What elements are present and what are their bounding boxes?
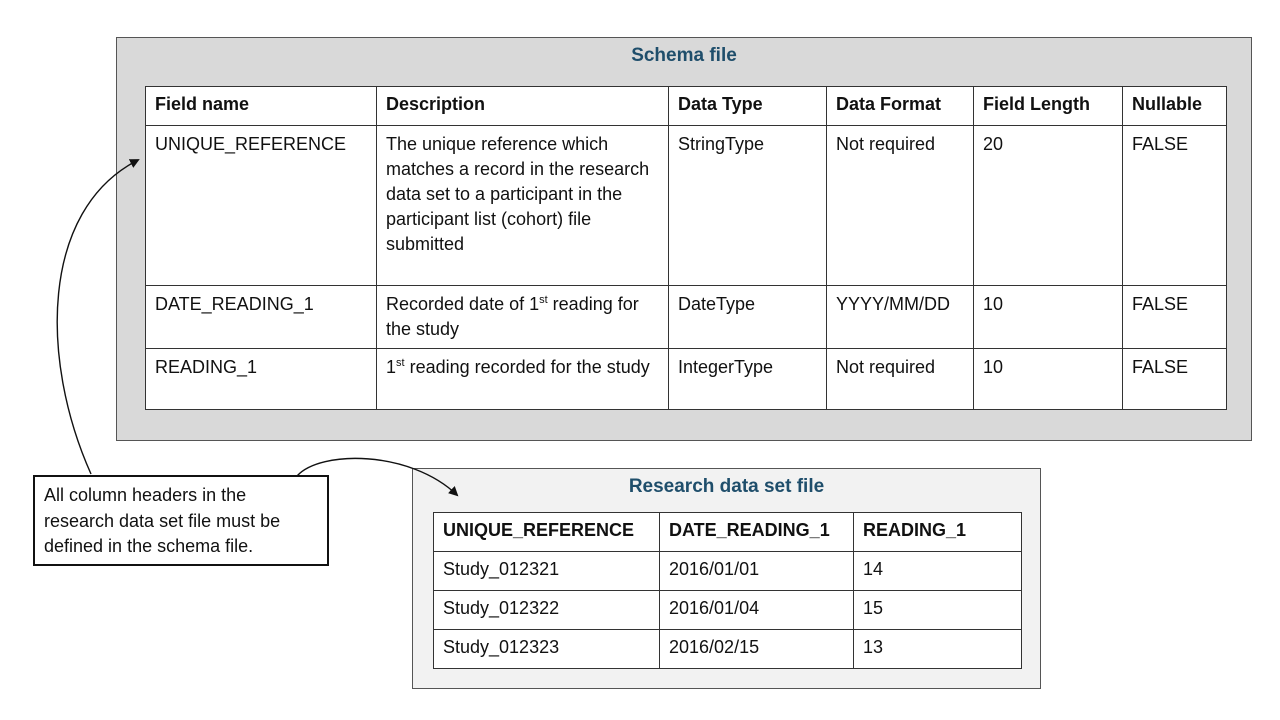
schema-file-panel: Schema file Field name Description Data … bbox=[116, 37, 1252, 441]
header-reading-1: READING_1 bbox=[853, 512, 1022, 552]
research-table: UNIQUE_REFERENCE DATE_READING_1 READING_… bbox=[433, 512, 1022, 669]
research-data-set-title: Research data set file bbox=[628, 476, 825, 497]
date-reading-cell: 2016/01/01 bbox=[659, 551, 854, 591]
research-header-row: UNIQUE_REFERENCE DATE_READING_1 READING_… bbox=[433, 512, 1022, 552]
field-name-cell: DATE_READING_1 bbox=[145, 285, 377, 349]
reading-cell: 13 bbox=[853, 629, 1022, 669]
schema-file-title: Schema file bbox=[631, 45, 737, 66]
header-unique-reference: UNIQUE_REFERENCE bbox=[433, 512, 660, 552]
field-length-cell: 10 bbox=[973, 348, 1123, 410]
description-text: reading for the study bbox=[386, 294, 639, 339]
data-format-cell: Not required bbox=[826, 125, 974, 286]
header-description: Description bbox=[376, 86, 669, 126]
schema-row: READING_1 1st reading recorded for the s… bbox=[145, 348, 1227, 410]
header-nullable: Nullable bbox=[1122, 86, 1227, 126]
data-type-cell: IntegerType bbox=[668, 348, 827, 410]
ordinal-suffix: st bbox=[396, 357, 405, 369]
description-cell: The unique reference which matches a rec… bbox=[376, 125, 669, 286]
field-name-cell: READING_1 bbox=[145, 348, 377, 410]
field-length-cell: 10 bbox=[973, 285, 1123, 349]
research-row: Study_012322 2016/01/04 15 bbox=[433, 590, 1022, 630]
unique-reference-cell: Study_012321 bbox=[433, 551, 660, 591]
description-text: reading recorded for the study bbox=[404, 357, 650, 377]
nullable-cell: FALSE bbox=[1122, 125, 1227, 286]
description-text: 1 bbox=[386, 357, 397, 377]
ordinal-suffix: st bbox=[539, 294, 548, 306]
unique-reference-cell: Study_012323 bbox=[433, 629, 660, 669]
annotation-text: All column headers in the research data … bbox=[44, 485, 281, 556]
nullable-cell: FALSE bbox=[1122, 285, 1227, 349]
date-reading-cell: 2016/01/04 bbox=[659, 590, 854, 630]
research-data-set-panel: Research data set file UNIQUE_REFERENCE … bbox=[412, 468, 1041, 689]
header-field-name: Field name bbox=[145, 86, 377, 126]
reading-cell: 14 bbox=[853, 551, 1022, 591]
description-text: Recorded date of 1 bbox=[386, 294, 540, 314]
header-date-reading-1: DATE_READING_1 bbox=[659, 512, 854, 552]
data-format-cell: YYYY/MM/DD bbox=[826, 285, 974, 349]
description-cell: 1st reading recorded for the study bbox=[376, 348, 669, 410]
annotation-callout: All column headers in the research data … bbox=[33, 475, 329, 566]
field-length-cell: 20 bbox=[973, 125, 1123, 286]
header-field-length: Field Length bbox=[973, 86, 1123, 126]
schema-row: UNIQUE_REFERENCE The unique reference wh… bbox=[145, 125, 1227, 286]
research-row: Study_012321 2016/01/01 14 bbox=[433, 551, 1022, 591]
date-reading-cell: 2016/02/15 bbox=[659, 629, 854, 669]
description-cell: Recorded date of 1st reading for the stu… bbox=[376, 285, 669, 349]
nullable-cell: FALSE bbox=[1122, 348, 1227, 410]
reading-cell: 15 bbox=[853, 590, 1022, 630]
unique-reference-cell: Study_012322 bbox=[433, 590, 660, 630]
field-name-cell: UNIQUE_REFERENCE bbox=[145, 125, 377, 286]
data-format-cell: Not required bbox=[826, 348, 974, 410]
schema-table: Field name Description Data Type Data Fo… bbox=[145, 86, 1227, 410]
header-data-format: Data Format bbox=[826, 86, 974, 126]
data-type-cell: StringType bbox=[668, 125, 827, 286]
schema-header-row: Field name Description Data Type Data Fo… bbox=[145, 86, 1227, 126]
research-row: Study_012323 2016/02/15 13 bbox=[433, 629, 1022, 669]
schema-row: DATE_READING_1 Recorded date of 1st read… bbox=[145, 285, 1227, 349]
header-data-type: Data Type bbox=[668, 86, 827, 126]
data-type-cell: DateType bbox=[668, 285, 827, 349]
